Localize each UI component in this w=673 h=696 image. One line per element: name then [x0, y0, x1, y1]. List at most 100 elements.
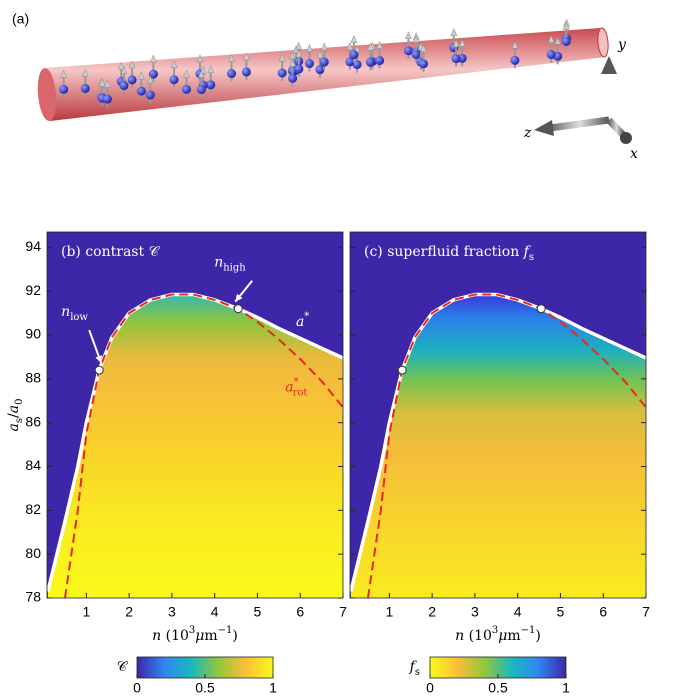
- y-tick-label: 78: [25, 589, 41, 605]
- tube: [44, 28, 606, 121]
- spin-head: [117, 61, 125, 70]
- atom: [169, 60, 179, 88]
- x-tick-label: 6: [296, 604, 304, 620]
- spin-head: [320, 42, 328, 51]
- atom: [277, 53, 287, 81]
- x-tick-label: 2: [428, 604, 436, 620]
- x-tick-label: 4: [211, 604, 219, 620]
- axis-label: x: [630, 146, 638, 162]
- tube-end: [37, 68, 57, 121]
- x-tick-label: 6: [599, 604, 607, 620]
- atom: [561, 21, 571, 50]
- panel-title: (b) contrast 𝒞: [61, 244, 161, 260]
- text-run: (10: [161, 628, 189, 644]
- spin-head: [228, 53, 235, 62]
- marker: [233, 304, 243, 314]
- spin-head: [316, 50, 324, 58]
- spin-head: [450, 28, 458, 36]
- x-tick-label: 3: [168, 604, 176, 620]
- spin-head: [278, 53, 286, 62]
- plot-frame: [46, 231, 344, 599]
- spin-head: [170, 60, 178, 68]
- text-run: ): [535, 628, 540, 644]
- spin-head: [562, 21, 570, 30]
- colorbar-tick-label: 0.5: [488, 680, 508, 696]
- atom: [365, 42, 375, 71]
- plot-frame: [349, 231, 647, 599]
- spin-head: [243, 52, 250, 61]
- text-run: n: [61, 304, 70, 320]
- atom-ball: [403, 46, 413, 56]
- text-run: (c) superfluid fraction: [364, 244, 524, 260]
- colorbar-tick-label: 1: [269, 680, 277, 696]
- x-tick-label: 1: [385, 604, 393, 620]
- atom-ball: [277, 68, 287, 78]
- text-run: (b) contrast: [61, 244, 149, 260]
- heatmap-region: [47, 294, 343, 598]
- tube-end: [597, 27, 609, 58]
- atom-ball: [315, 65, 325, 75]
- spin-head: [288, 51, 296, 60]
- x-tick-label: 2: [125, 604, 133, 620]
- atom: [510, 40, 520, 69]
- atom-ball: [181, 84, 191, 94]
- atom-ball: [294, 64, 304, 74]
- atom: [181, 69, 191, 98]
- text-run: a: [285, 380, 293, 396]
- spin-head: [511, 40, 519, 49]
- spin-head: [104, 79, 111, 88]
- atom: [288, 58, 298, 87]
- colorbar-label: 𝒞: [117, 659, 129, 675]
- text-run: s: [529, 252, 534, 263]
- atom: [59, 69, 69, 98]
- y-tick-label: 80: [25, 545, 41, 561]
- y-tick-label: 88: [25, 370, 41, 386]
- text-run: ): [232, 628, 237, 644]
- atom: [127, 60, 137, 88]
- spin-head: [350, 35, 358, 43]
- marker-label: nlow: [61, 304, 88, 323]
- atom-ball: [451, 54, 461, 64]
- spin-head: [196, 54, 204, 63]
- axis-label: y: [617, 37, 627, 53]
- colorbar-label: fs: [409, 659, 420, 678]
- atom-ball: [546, 50, 556, 60]
- atom-ball: [169, 75, 179, 85]
- panel: (c) superfluid fraction fs1 2 3 4 5 6 7n (103μ…: [349, 231, 650, 696]
- spin-head: [554, 36, 562, 45]
- text-run: a: [296, 314, 304, 330]
- spin-head: [60, 69, 68, 78]
- text-run: −1: [218, 625, 233, 636]
- atom-ball: [59, 84, 69, 94]
- spin-head: [295, 49, 303, 58]
- atom: [206, 65, 216, 93]
- spin-head: [183, 69, 190, 78]
- text-run: f: [523, 244, 532, 260]
- atom: [375, 40, 385, 69]
- colorbar-tick-label: 0.5: [195, 680, 215, 696]
- atom-ball: [241, 67, 251, 77]
- spin-head: [138, 71, 145, 80]
- y-tick-label: 92: [25, 282, 41, 298]
- atom: [403, 31, 413, 59]
- spin-head: [150, 54, 157, 63]
- spin-head: [81, 68, 89, 77]
- text-run: a: [6, 423, 22, 431]
- atom-ball: [365, 57, 375, 67]
- atom: [148, 54, 158, 83]
- panel-title: (c) superfluid fraction fs: [364, 244, 534, 263]
- atom-ball: [127, 75, 137, 85]
- atom: [227, 53, 237, 82]
- atom-ball: [419, 59, 429, 69]
- atom-ball: [206, 80, 216, 90]
- axes-triad: y z x: [523, 37, 638, 162]
- text-run: low: [70, 312, 88, 323]
- text-run: 𝒞: [117, 659, 129, 675]
- spin-head: [458, 38, 466, 47]
- atom: [145, 75, 155, 103]
- atom-ball: [411, 49, 421, 59]
- spin-head: [412, 34, 420, 43]
- spin-head: [346, 42, 354, 51]
- atom-ball: [196, 85, 206, 95]
